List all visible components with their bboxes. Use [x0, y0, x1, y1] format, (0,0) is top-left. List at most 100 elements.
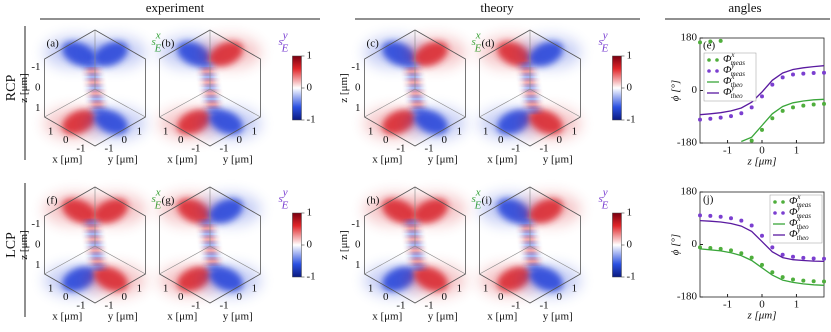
z-tick-label: -1 [351, 61, 360, 73]
volume-render [479, 36, 581, 140]
panel-label: (e) [703, 40, 716, 52]
data-point [791, 277, 795, 282]
stripe [206, 107, 221, 113]
legend-entry-base: Φ [723, 64, 732, 76]
data-point [770, 245, 775, 250]
data-point [718, 214, 723, 219]
colorbar-tick-label: -1 [626, 114, 635, 126]
data-line [699, 219, 825, 263]
colorbar [292, 55, 302, 121]
data-point [749, 255, 754, 260]
data-point [718, 38, 723, 43]
legend-entry-base: Φ [723, 53, 732, 65]
stripe [89, 253, 104, 259]
y-axis-label: y [μm] [108, 154, 138, 166]
x-tick-label: 1 [368, 125, 374, 137]
volume-render [159, 36, 261, 140]
colorbar-tick-label: 1 [306, 207, 312, 219]
stripe [406, 74, 421, 80]
stripe [84, 63, 99, 69]
y-axis-label: y [μm] [428, 311, 458, 323]
z-tick-label: -1 [31, 218, 40, 230]
z-tick-label: 1 [35, 259, 41, 271]
cube-outline [364, 29, 466, 147]
legend-marker [715, 69, 719, 73]
data-point [801, 255, 806, 260]
x-tick-label: 1 [163, 282, 169, 294]
colorbar [612, 212, 622, 278]
data-point [811, 71, 816, 75]
cube-edge [364, 88, 416, 118]
data-point [698, 117, 702, 122]
x-axis-label: x [μm] [167, 154, 197, 166]
legend-marker [781, 211, 785, 215]
data-point [729, 114, 733, 119]
legend-entry-sub: theo [797, 234, 810, 242]
x-tick-label: 0 [63, 134, 69, 146]
data-point [749, 105, 754, 110]
y-tick-label: 180 [681, 32, 698, 44]
stokes-label-base: s [598, 193, 602, 205]
stokes-label-sup: x [475, 186, 481, 198]
row-label: LCP [4, 232, 19, 258]
stokes-label-sup: y [602, 186, 608, 198]
data-point [749, 223, 754, 228]
stokes-label: sx E [471, 29, 481, 54]
stokes-label: sy E [598, 29, 608, 54]
lobe [414, 266, 448, 292]
data-point [801, 71, 806, 76]
panel-label: (j) [703, 194, 714, 206]
legend-entry-sub: meas [731, 70, 746, 78]
data-point [739, 111, 744, 116]
legend-entry: Φx theo [723, 72, 743, 88]
data-point [698, 40, 702, 45]
data-point [822, 101, 826, 106]
z-axis-label: z [μm] [18, 230, 30, 259]
data-point [718, 246, 723, 251]
stokes-label-sup: x [155, 29, 161, 41]
legend-entry-sup: x [730, 72, 735, 80]
z-axis-label: z [μm] [18, 73, 30, 102]
lobe [414, 41, 448, 67]
colorbar-tick-label: -1 [626, 271, 635, 283]
stripe [520, 226, 535, 231]
lobe [529, 198, 563, 224]
y-tick-label: -1 [540, 143, 549, 155]
stripe [205, 102, 220, 107]
stripe [91, 264, 106, 270]
z-tick-label: 1 [355, 102, 361, 114]
legend-entry-sub: meas [797, 212, 812, 220]
stokes-label-base: s [278, 36, 282, 48]
stripe [87, 80, 102, 85]
volume-render [364, 36, 466, 140]
volume-render [159, 193, 261, 297]
stokes-label-sup: x [475, 29, 481, 41]
stokes-label-base: s [471, 193, 475, 205]
stripe [521, 231, 536, 237]
legend-entry-sub: theo [731, 81, 744, 89]
x-axis-label: x [μm] [52, 154, 82, 166]
row-label: RCP [4, 75, 19, 102]
stripe [405, 226, 420, 231]
stokes-label-base: s [598, 36, 602, 48]
data-point [811, 256, 816, 261]
data-point [780, 108, 785, 113]
legend-entry: Φy meas [789, 203, 811, 219]
y-axis-label: y [μm] [543, 154, 573, 166]
stripe [90, 102, 105, 107]
data-line [699, 65, 825, 116]
legend-entry: Φy theo [789, 225, 809, 241]
y-tick-label: 1 [252, 282, 258, 294]
x-axis-label: x [μm] [167, 311, 197, 323]
colorbar-tick-label: 0 [306, 239, 312, 251]
cube-edge [44, 88, 96, 118]
data-point [760, 262, 764, 267]
stokes-label-sub: E [474, 199, 482, 211]
